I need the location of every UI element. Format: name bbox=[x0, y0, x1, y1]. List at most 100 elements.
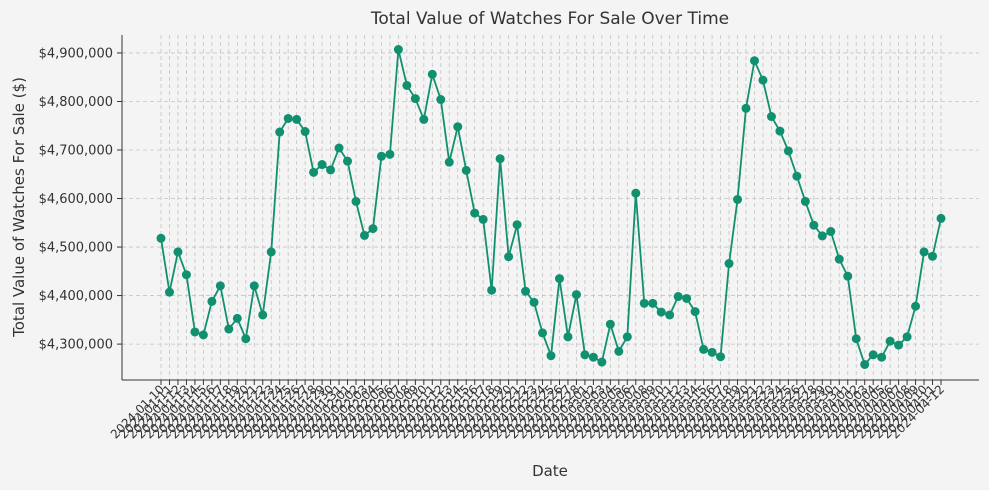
data-point bbox=[181, 270, 191, 280]
data-point bbox=[639, 298, 649, 308]
data-point bbox=[597, 357, 607, 367]
data-point bbox=[156, 233, 166, 243]
data-point bbox=[733, 194, 743, 204]
data-point bbox=[453, 122, 463, 132]
data-point bbox=[800, 196, 810, 206]
data-point bbox=[173, 247, 183, 257]
data-point bbox=[241, 334, 251, 344]
data-point bbox=[359, 230, 369, 240]
data-point bbox=[487, 285, 497, 295]
data-point bbox=[656, 307, 666, 317]
data-point bbox=[427, 69, 437, 79]
data-point bbox=[461, 165, 471, 175]
data-point bbox=[275, 127, 285, 137]
data-point bbox=[860, 359, 870, 369]
data-point bbox=[851, 334, 861, 344]
data-point bbox=[495, 154, 505, 164]
data-point bbox=[376, 151, 386, 161]
data-point bbox=[283, 113, 293, 123]
data-point bbox=[894, 340, 904, 350]
data-point bbox=[563, 332, 573, 342]
data-point bbox=[605, 319, 615, 329]
y-tick-label: $4,900,000 bbox=[39, 46, 113, 61]
data-point bbox=[571, 290, 581, 300]
data-point bbox=[224, 324, 234, 334]
y-axis-label: Total Value of Watches For Sale ($) bbox=[10, 77, 28, 338]
data-point bbox=[317, 160, 327, 170]
data-point bbox=[258, 310, 268, 320]
data-point bbox=[343, 156, 353, 166]
y-tick-label: $4,400,000 bbox=[39, 289, 113, 304]
data-point bbox=[682, 293, 692, 303]
data-point bbox=[521, 286, 531, 296]
y-tick-label: $4,600,000 bbox=[39, 192, 113, 207]
data-point bbox=[868, 350, 878, 360]
data-point bbox=[444, 157, 454, 167]
chart-title: Total Value of Watches For Sale Over Tim… bbox=[370, 9, 729, 29]
data-point bbox=[529, 297, 539, 307]
x-axis-label: Date bbox=[532, 462, 568, 480]
data-point bbox=[292, 114, 302, 124]
y-tick-label: $4,300,000 bbox=[39, 338, 113, 353]
data-point bbox=[326, 165, 336, 175]
data-point bbox=[385, 149, 395, 159]
data-point bbox=[911, 301, 921, 311]
data-point bbox=[690, 307, 700, 317]
data-point bbox=[266, 247, 276, 257]
data-point bbox=[741, 103, 751, 113]
y-tick-label: $4,500,000 bbox=[39, 241, 113, 256]
data-point bbox=[707, 347, 717, 357]
data-point bbox=[368, 224, 378, 234]
data-point bbox=[936, 213, 946, 223]
data-point bbox=[580, 350, 590, 360]
data-point bbox=[673, 292, 683, 302]
data-point bbox=[538, 328, 548, 338]
data-point bbox=[817, 231, 827, 241]
data-point bbox=[809, 220, 819, 230]
data-point bbox=[902, 332, 912, 342]
data-point bbox=[631, 188, 641, 198]
data-point bbox=[614, 346, 624, 356]
data-point bbox=[402, 80, 412, 90]
data-point bbox=[478, 214, 488, 224]
data-point bbox=[766, 112, 776, 122]
data-point bbox=[588, 352, 598, 362]
data-point bbox=[665, 310, 675, 320]
data-point bbox=[309, 167, 319, 177]
data-point bbox=[436, 95, 446, 105]
data-point bbox=[393, 45, 403, 55]
data-point bbox=[300, 127, 310, 137]
data-point bbox=[749, 56, 759, 66]
data-point bbox=[877, 352, 887, 362]
data-point bbox=[648, 298, 658, 308]
data-point bbox=[885, 336, 895, 346]
data-point bbox=[792, 171, 802, 181]
data-point bbox=[164, 287, 174, 297]
y-tick-label: $4,700,000 bbox=[39, 144, 113, 159]
data-point bbox=[334, 143, 344, 153]
data-point bbox=[207, 296, 217, 306]
data-point bbox=[512, 220, 522, 230]
data-point bbox=[198, 330, 208, 340]
data-point bbox=[232, 313, 242, 323]
data-point bbox=[783, 146, 793, 156]
data-point bbox=[919, 247, 929, 257]
data-point bbox=[775, 126, 785, 136]
data-point bbox=[843, 271, 853, 281]
data-point bbox=[215, 281, 225, 291]
data-point bbox=[351, 196, 361, 206]
y-tick-label: $4,800,000 bbox=[39, 95, 113, 110]
data-point bbox=[699, 344, 709, 354]
data-point bbox=[758, 75, 768, 85]
data-point bbox=[504, 252, 514, 262]
data-point bbox=[724, 259, 734, 269]
data-point bbox=[834, 254, 844, 264]
data-point bbox=[249, 281, 259, 291]
data-point bbox=[622, 332, 632, 342]
data-point bbox=[554, 274, 564, 284]
data-point bbox=[410, 94, 420, 104]
data-point bbox=[928, 251, 938, 261]
data-point bbox=[716, 352, 726, 362]
data-point bbox=[419, 114, 429, 124]
